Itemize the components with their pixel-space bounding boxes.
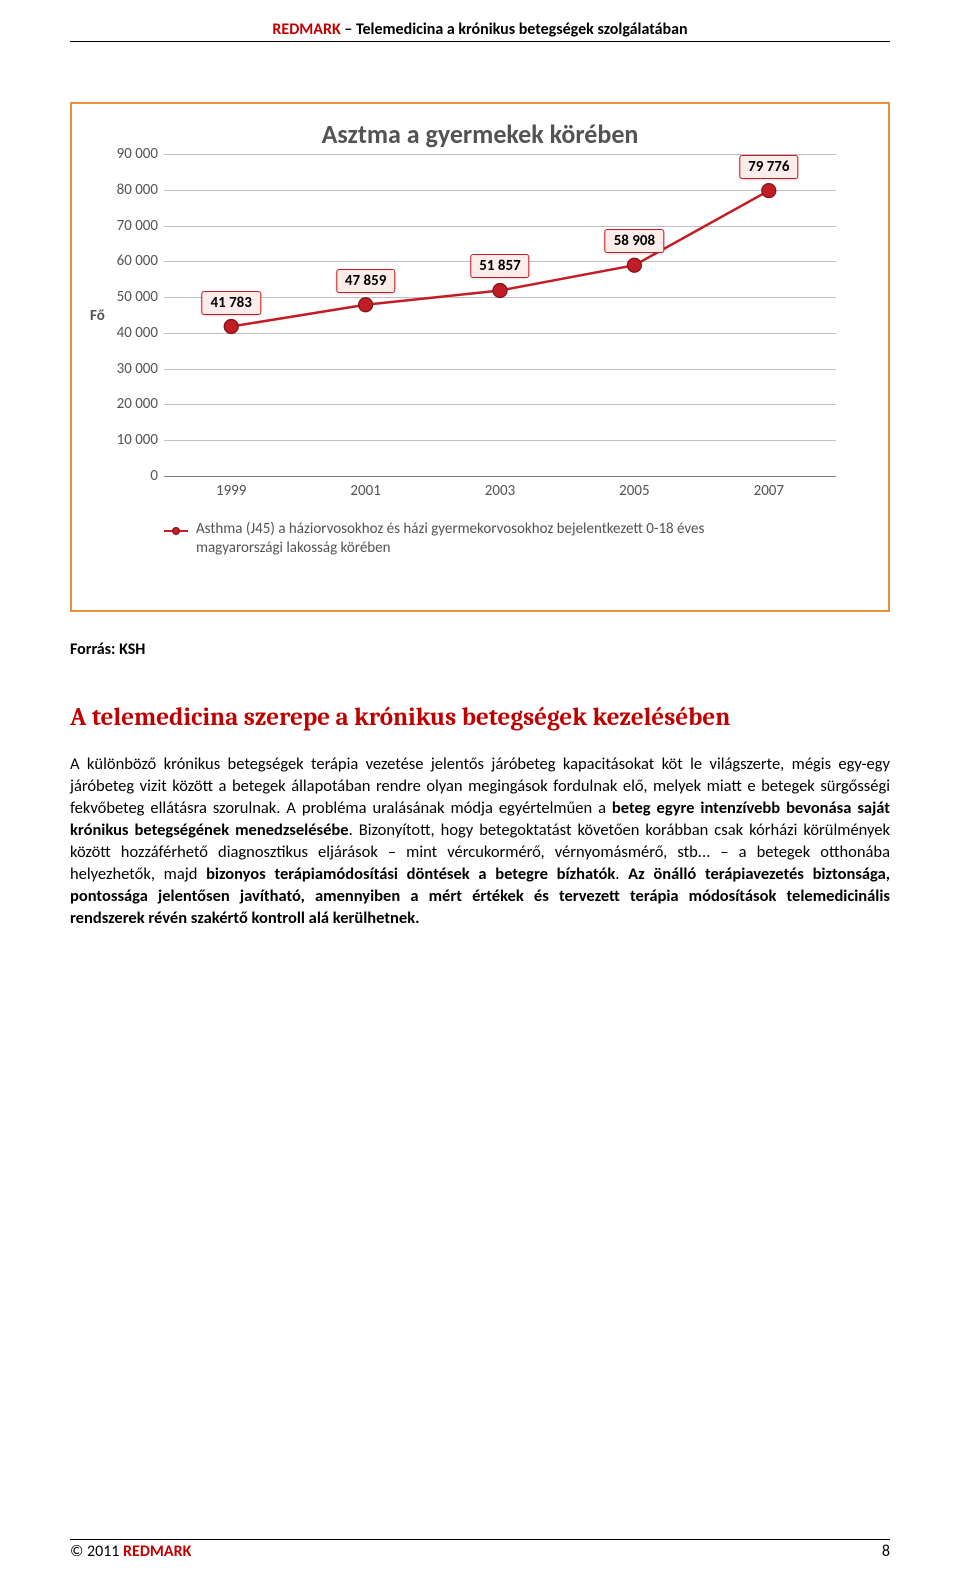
y-tick-label: 80 000 bbox=[117, 181, 158, 199]
data-label: 79 776 bbox=[739, 155, 798, 179]
page-header: REDMARK – Telemedicina a krónikus betegs… bbox=[70, 20, 890, 41]
data-label: 51 857 bbox=[470, 254, 529, 278]
header-suffix: – Telemedicina a krónikus betegségek szo… bbox=[341, 20, 688, 39]
chart-series bbox=[164, 154, 836, 476]
data-point bbox=[493, 283, 507, 297]
x-tick-label: 2001 bbox=[350, 482, 380, 500]
y-tick-label: 50 000 bbox=[117, 288, 158, 306]
chart-legend: Asthma (J45) a háziorvosokhoz és házi gy… bbox=[164, 520, 784, 558]
chart-plot-area: 010 00020 00030 00040 00050 00060 00070 … bbox=[164, 154, 836, 476]
data-point bbox=[627, 258, 641, 272]
x-tick-label: 2007 bbox=[754, 482, 784, 500]
y-tick-label: 20 000 bbox=[117, 395, 158, 413]
footer-copyright: © 2011 REDMARK bbox=[70, 1542, 191, 1561]
legend-marker-icon bbox=[164, 524, 188, 538]
y-tick-label: 30 000 bbox=[117, 360, 158, 378]
chart-title: Asztma a gyermekek körében bbox=[80, 118, 880, 150]
y-tick-label: 0 bbox=[150, 467, 158, 485]
data-point bbox=[359, 298, 373, 312]
legend-text: Asthma (J45) a háziorvosokhoz és házi gy… bbox=[196, 520, 784, 558]
data-point bbox=[762, 184, 776, 198]
y-tick-label: 40 000 bbox=[117, 324, 158, 342]
section-title: A telemedicina szerepe a krónikus betegs… bbox=[70, 703, 890, 732]
header-divider bbox=[70, 41, 890, 42]
chart-container: Asztma a gyermekek körében 010 00020 000… bbox=[70, 102, 890, 612]
y-tick-label: 60 000 bbox=[117, 252, 158, 270]
chart-plot-frame: Asztma a gyermekek körében 010 00020 000… bbox=[80, 112, 880, 602]
x-tick-label: 2003 bbox=[485, 482, 515, 500]
footer-page-number: 8 bbox=[882, 1542, 890, 1561]
page-footer: © 2011 REDMARK 8 bbox=[70, 1540, 890, 1561]
data-label: 58 908 bbox=[605, 229, 664, 253]
para-b2: bizonyos terápiamódosítási döntések a be… bbox=[206, 864, 615, 884]
chart-source: Forrás: KSH bbox=[70, 640, 890, 659]
body-paragraph: A különböző krónikus betegségek terápia … bbox=[70, 754, 890, 930]
header-brand: REDMARK bbox=[272, 20, 340, 39]
data-label: 41 783 bbox=[201, 291, 260, 315]
data-label: 47 859 bbox=[336, 269, 395, 293]
x-tick-label: 2005 bbox=[619, 482, 649, 500]
footer-year: © 2011 bbox=[70, 1542, 123, 1561]
x-tick-label: 1999 bbox=[216, 482, 246, 500]
y-tick-label: 70 000 bbox=[117, 217, 158, 235]
para-t3: . bbox=[615, 864, 628, 884]
footer-brand: REDMARK bbox=[123, 1542, 191, 1561]
y-tick-label: 10 000 bbox=[117, 431, 158, 449]
data-point bbox=[224, 320, 238, 334]
x-axis-line bbox=[164, 476, 836, 477]
y-tick-label: 90 000 bbox=[117, 145, 158, 163]
y-axis-title: Fő bbox=[90, 307, 105, 325]
